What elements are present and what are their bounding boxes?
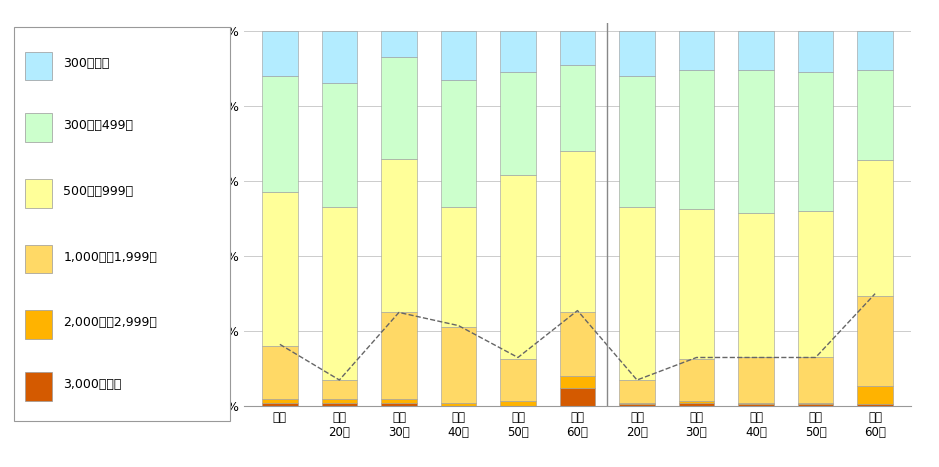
Bar bbox=[679, 209, 715, 360]
Bar bbox=[738, 357, 774, 403]
Bar bbox=[381, 403, 417, 406]
Bar bbox=[619, 207, 654, 380]
Bar bbox=[738, 70, 774, 213]
Text: 300円未満: 300円未満 bbox=[64, 57, 110, 71]
Bar bbox=[262, 399, 298, 403]
Bar bbox=[679, 403, 715, 406]
Bar bbox=[440, 403, 476, 406]
Text: 3,000円以上: 3,000円以上 bbox=[64, 378, 122, 391]
Text: 1,000円～1,999円: 1,000円～1,999円 bbox=[64, 250, 158, 263]
Bar bbox=[798, 404, 834, 406]
Text: 300円～499円: 300円～499円 bbox=[64, 119, 133, 132]
Bar bbox=[321, 84, 357, 207]
Bar bbox=[381, 57, 417, 158]
FancyBboxPatch shape bbox=[25, 245, 53, 274]
Bar bbox=[798, 211, 834, 357]
Bar bbox=[738, 404, 774, 406]
Bar bbox=[262, 31, 298, 76]
Bar bbox=[560, 31, 595, 64]
Text: 2,000円～2,999円: 2,000円～2,999円 bbox=[64, 316, 158, 329]
FancyBboxPatch shape bbox=[25, 51, 53, 80]
Bar bbox=[738, 403, 774, 404]
Bar bbox=[857, 70, 893, 160]
Bar bbox=[679, 360, 715, 401]
Bar bbox=[500, 360, 536, 401]
Bar bbox=[798, 357, 834, 403]
Bar bbox=[560, 376, 595, 388]
Bar bbox=[619, 31, 654, 76]
Bar bbox=[619, 404, 654, 406]
Bar bbox=[381, 312, 417, 399]
FancyBboxPatch shape bbox=[25, 113, 53, 142]
Bar bbox=[500, 176, 536, 360]
Bar bbox=[321, 399, 357, 403]
Bar bbox=[619, 380, 654, 403]
Bar bbox=[857, 404, 893, 406]
Bar bbox=[440, 327, 476, 403]
Bar bbox=[798, 403, 834, 404]
Bar bbox=[738, 213, 774, 357]
Bar bbox=[500, 401, 536, 406]
Bar bbox=[262, 346, 298, 399]
Bar bbox=[857, 386, 893, 404]
Bar bbox=[440, 80, 476, 207]
Bar bbox=[679, 31, 715, 70]
Bar bbox=[857, 296, 893, 386]
FancyBboxPatch shape bbox=[25, 311, 53, 339]
Bar bbox=[381, 399, 417, 403]
Bar bbox=[262, 403, 298, 406]
Bar bbox=[321, 207, 357, 380]
FancyBboxPatch shape bbox=[25, 179, 53, 208]
Bar bbox=[321, 380, 357, 399]
FancyBboxPatch shape bbox=[14, 27, 230, 421]
Bar bbox=[560, 388, 595, 406]
Bar bbox=[321, 403, 357, 406]
FancyBboxPatch shape bbox=[25, 372, 53, 401]
Bar bbox=[798, 72, 834, 211]
Bar bbox=[560, 64, 595, 151]
Text: 500円～999円: 500円～999円 bbox=[64, 185, 133, 198]
Bar bbox=[738, 31, 774, 70]
Bar bbox=[560, 312, 595, 376]
Bar bbox=[381, 158, 417, 312]
Bar bbox=[440, 31, 476, 80]
Bar bbox=[857, 160, 893, 296]
Bar bbox=[262, 192, 298, 346]
Bar bbox=[440, 207, 476, 327]
Bar bbox=[560, 151, 595, 312]
Bar bbox=[679, 70, 715, 209]
Bar bbox=[857, 31, 893, 70]
Bar bbox=[798, 31, 834, 72]
Bar bbox=[262, 76, 298, 192]
Bar bbox=[619, 76, 654, 207]
Bar bbox=[679, 401, 715, 403]
Bar bbox=[321, 31, 357, 84]
Bar bbox=[500, 72, 536, 176]
Bar bbox=[500, 31, 536, 72]
Bar bbox=[381, 31, 417, 57]
Bar bbox=[619, 403, 654, 404]
